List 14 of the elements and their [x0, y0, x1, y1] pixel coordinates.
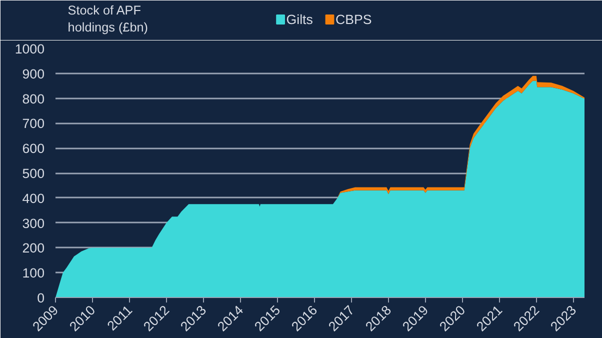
y-tick-label: 1000: [14, 42, 45, 56]
y-axis-title: Stock of APF holdings (£bn): [68, 4, 148, 34]
y-tick-label: 800: [22, 91, 45, 106]
y-tick-label: 700: [22, 116, 45, 132]
y-tick-label: 500: [22, 166, 45, 181]
y-tick-label: 900: [22, 66, 45, 82]
legend-label: Gilts: [286, 12, 314, 27]
y-tick-label: 300: [22, 216, 45, 231]
y-tick-label: 100: [22, 266, 45, 281]
y-tick-label: 600: [22, 141, 45, 156]
y-tick-label: 0: [37, 290, 45, 306]
y-tick-label: 200: [22, 240, 45, 256]
y-tick-label: 400: [22, 190, 45, 206]
legend-label: CBPS: [335, 12, 372, 27]
